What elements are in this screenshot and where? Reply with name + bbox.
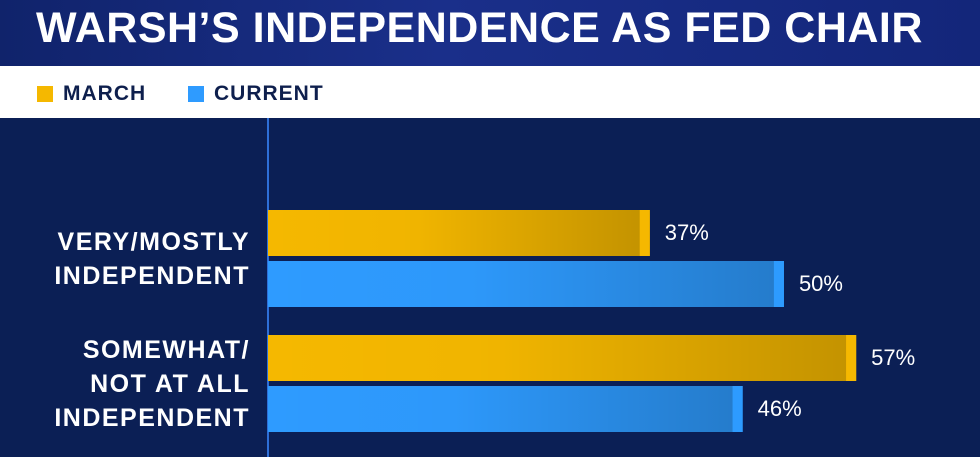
bar-cap [846, 335, 857, 381]
bar-shade [268, 386, 733, 432]
bar-shade [268, 335, 847, 381]
legend-item: CURRENT [188, 82, 324, 106]
y-tick-label: SOMEWHAT/ NOT AT ALL INDEPENDENT [54, 335, 250, 432]
bar-shade [268, 210, 640, 256]
value-label: 57% [871, 345, 915, 370]
bar-cap [639, 210, 650, 256]
value-label: 50% [799, 271, 843, 296]
legend-swatch [188, 86, 204, 102]
value-label: 46% [758, 396, 802, 421]
chart: 37% 50% 57% 46% [267, 118, 915, 457]
bar-shade [268, 261, 774, 307]
bar-cap [773, 261, 784, 307]
legend-item: MARCH [37, 82, 146, 106]
bar-cap [732, 386, 743, 432]
y-tick-label: VERY/MOSTLY INDEPENDENT [54, 227, 250, 290]
legend-swatch [37, 86, 53, 102]
chart-title: WARSH’S INDEPENDENCE AS FED CHAIR [36, 4, 923, 52]
value-label: 37% [665, 220, 709, 245]
legend-label: CURRENT [214, 82, 324, 105]
legend-label: MARCH [63, 82, 147, 105]
title-band: WARSH’S INDEPENDENCE AS FED CHAIR [0, 0, 980, 66]
legend: MARCH CURRENT [0, 66, 980, 118]
